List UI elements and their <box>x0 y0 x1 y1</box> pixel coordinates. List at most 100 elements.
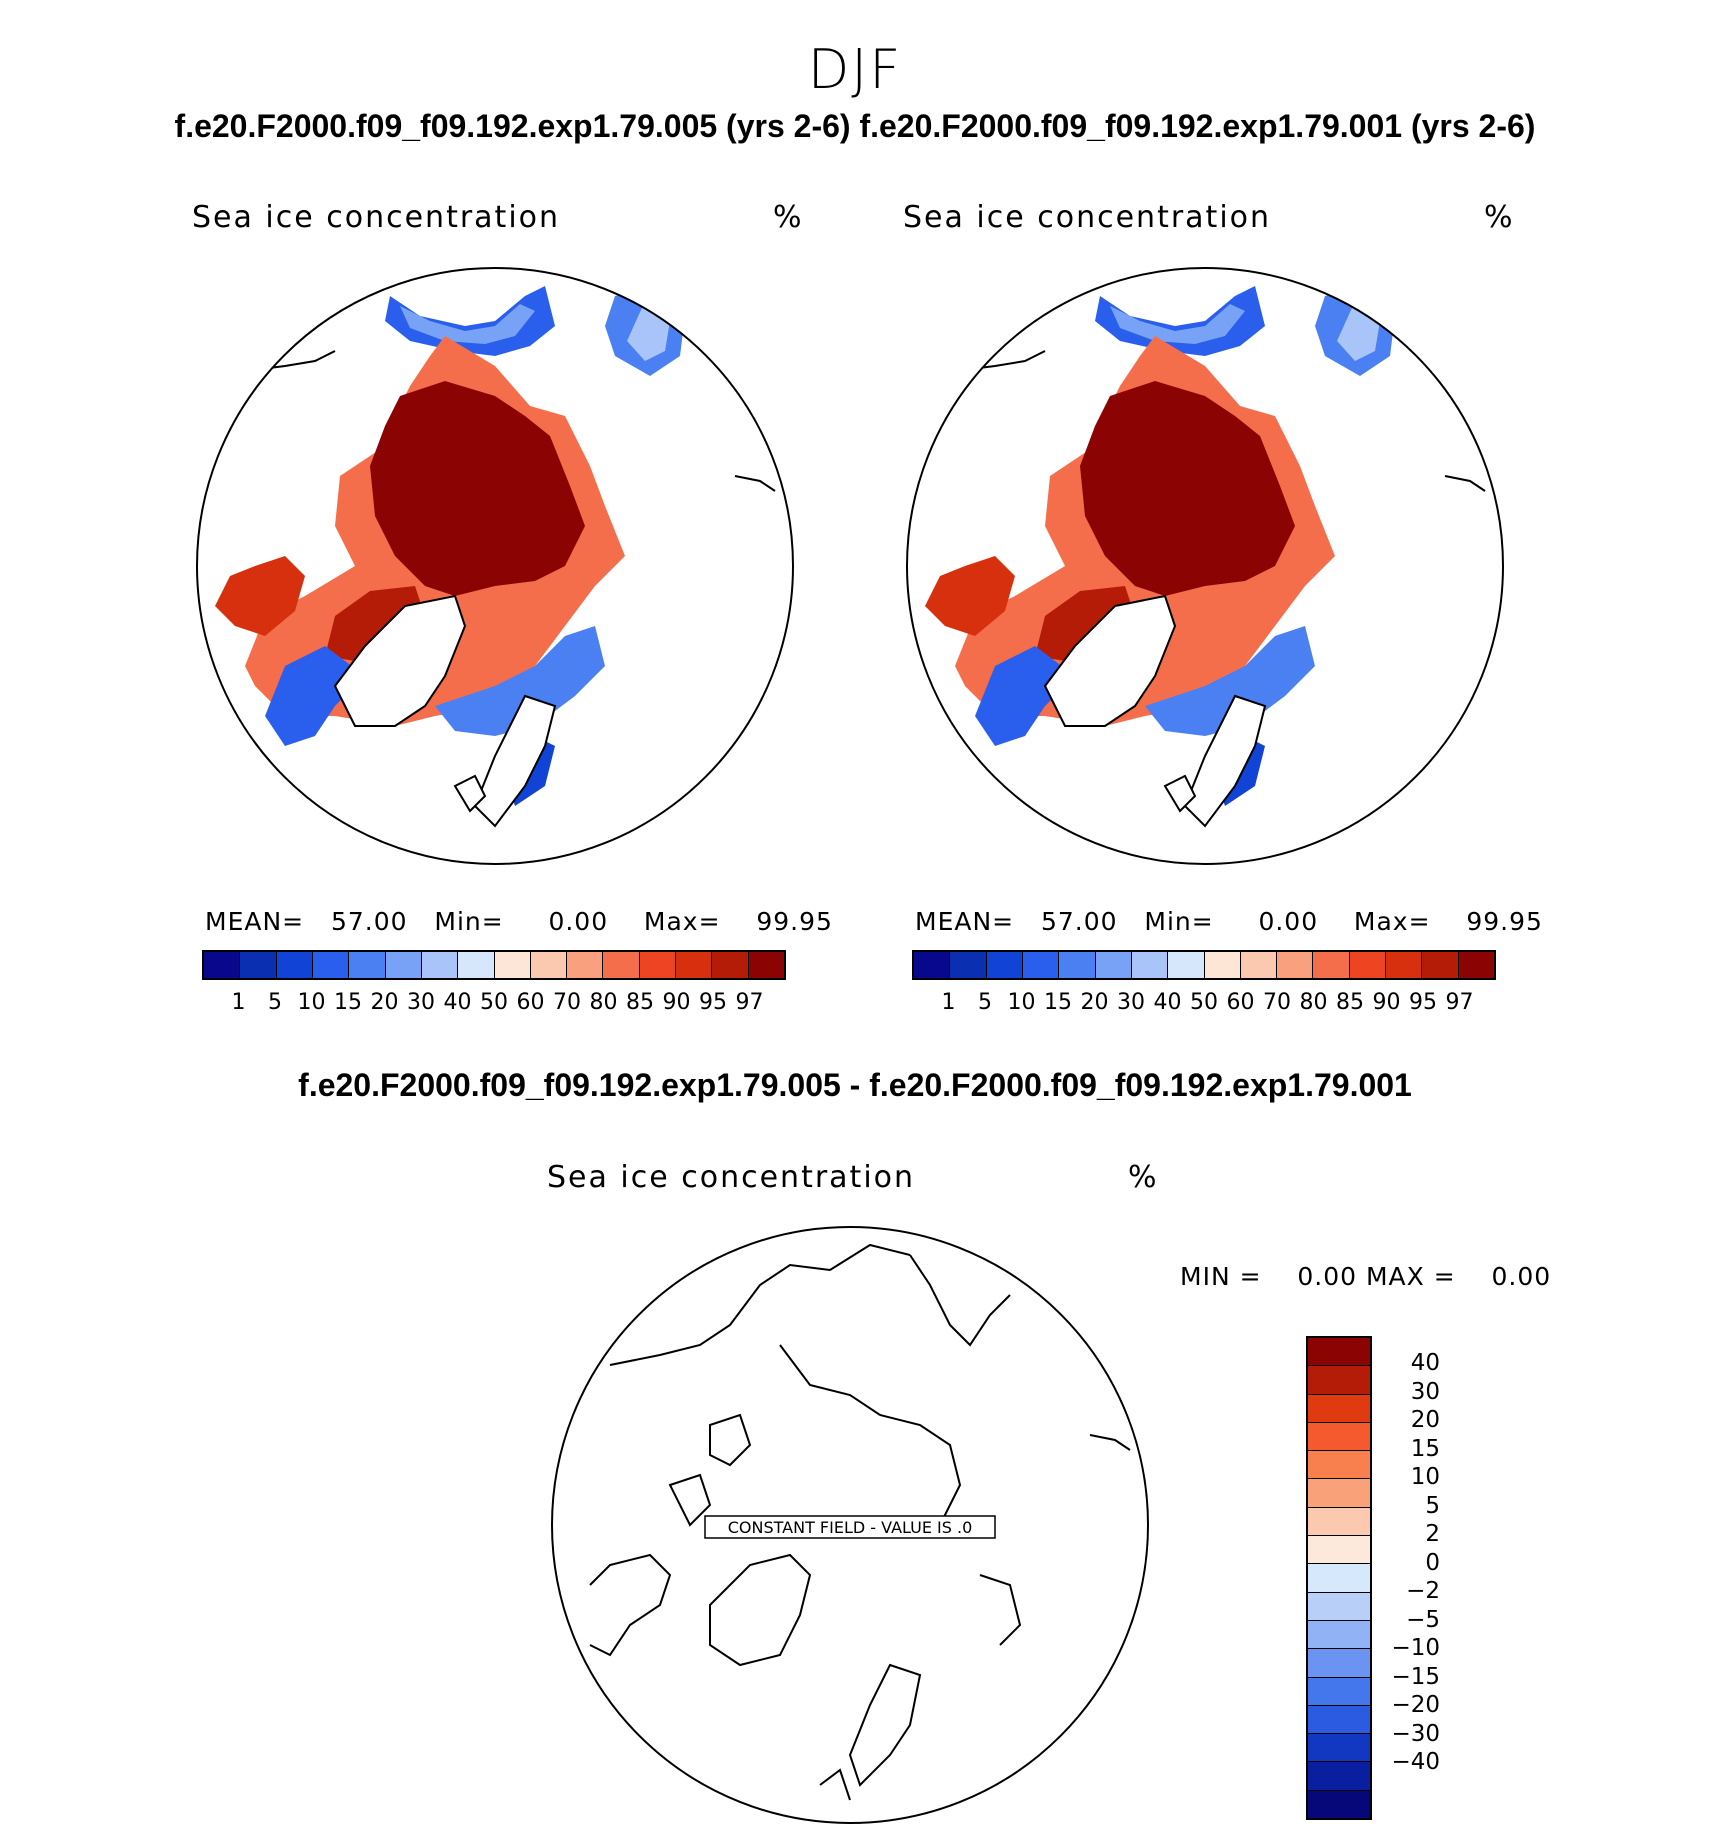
colorbar-swatch <box>676 952 713 978</box>
colorbar-swatch <box>712 952 749 978</box>
panel1-land-scandinavia <box>473 694 557 828</box>
panel2-mean-label: MEAN= <box>915 907 1015 936</box>
panel2-units: % <box>1484 200 1513 235</box>
colorbar-tick-label: 50 <box>1190 990 1218 1015</box>
colorbar-tick-label: 2 <box>1425 1521 1440 1548</box>
panel1-units: % <box>773 200 802 235</box>
colorbar-swatch <box>1308 1394 1370 1423</box>
colorbar-swatch <box>530 952 568 978</box>
panel1-colorbar <box>202 950 786 980</box>
colorbar-tick-label: 30 <box>1410 1378 1440 1405</box>
colorbar-tick-label: 85 <box>626 990 654 1015</box>
colorbar-tick-label: −15 <box>1391 1663 1440 1690</box>
colorbar-swatch <box>1308 1366 1370 1395</box>
colorbar-swatch <box>385 952 422 978</box>
colorbar-tick-label: −40 <box>1391 1749 1440 1776</box>
panel2-max-label: Max= <box>1353 907 1431 936</box>
panel1-min-label: Min= <box>434 907 504 936</box>
panel2-land-greenland <box>1043 594 1177 727</box>
panel1-stats: MEAN= 57.00 Min= 0.00 Max= 99.95 <box>205 907 833 936</box>
panel1-land-greenland <box>333 594 467 727</box>
colorbar-swatch <box>1308 1536 1370 1565</box>
panel2-min-label: Min= <box>1144 907 1214 936</box>
colorbar-tick-label: 1 <box>231 990 246 1015</box>
colorbar-swatch <box>1022 952 1060 978</box>
diff-land-scandinavia <box>848 1663 922 1787</box>
diff-units: % <box>1128 1160 1157 1195</box>
colorbar-tick-label: 90 <box>662 990 691 1015</box>
colorbar-swatch <box>204 952 241 978</box>
diff-land-canada <box>589 1553 672 1657</box>
colorbar-tick-label: 5 <box>978 990 992 1015</box>
colorbar-swatch <box>603 952 640 978</box>
colorbar-swatch <box>1277 952 1314 978</box>
colorbar-tick-label: 15 <box>1044 990 1072 1015</box>
colorbar-swatch <box>1308 1592 1370 1621</box>
colorbar-swatch <box>1308 1734 1370 1763</box>
panel1-mean-label: MEAN= <box>205 907 305 936</box>
colorbar-swatch <box>1349 952 1387 978</box>
colorbar-swatch <box>1240 952 1278 978</box>
colorbar-swatch <box>1131 952 1169 978</box>
colorbar-tick-label: 5 <box>1425 1492 1440 1519</box>
diff-stats: MIN = 0.00 MAX = 0.00 <box>1180 1262 1551 1291</box>
panel2-colorbar <box>912 950 1496 980</box>
panel2-map <box>906 267 1504 865</box>
colorbar-tick-label: 20 <box>370 990 399 1015</box>
colorbar-swatch <box>1308 1620 1370 1650</box>
colorbar-tick-label: 40 <box>443 990 472 1015</box>
colorbar-tick-label: 20 <box>1080 990 1109 1015</box>
colorbar-tick-label: 95 <box>699 990 727 1015</box>
colorbar-swatch <box>1168 952 1205 978</box>
panel2-min: 0.00 <box>1258 907 1319 936</box>
diff-min: 0.00 <box>1297 1262 1358 1291</box>
panel2-ice-bering <box>1095 286 1265 356</box>
colorbar-swatch <box>1204 952 1241 978</box>
colorbar-tick-label: 10 <box>1007 990 1036 1015</box>
colorbar-tick-label: −30 <box>1391 1720 1440 1747</box>
colorbar-swatch <box>567 952 604 978</box>
colorbar-swatch <box>950 952 987 978</box>
panel1-ice-bering <box>385 286 555 356</box>
panel2-mean: 57.00 <box>1040 907 1118 936</box>
colorbar-swatch <box>1308 1790 1370 1819</box>
panel2-stats: MEAN= 57.00 Min= 0.00 Max= 99.95 <box>915 907 1543 936</box>
diff-land-greenland <box>709 1553 812 1667</box>
colorbar-tick-label: 30 <box>407 990 435 1015</box>
diff-max: 0.00 <box>1491 1262 1552 1291</box>
colorbar-swatch <box>1458 952 1494 978</box>
colorbar-tick-label: 1 <box>941 990 956 1015</box>
colorbar-swatch <box>1308 1705 1370 1735</box>
colorbar-swatch <box>748 952 784 978</box>
colorbar-swatch <box>1095 952 1132 978</box>
panel2-max: 99.95 <box>1466 907 1543 936</box>
colorbar-tick-label: 20 <box>1410 1407 1440 1434</box>
colorbar-tick-label: 97 <box>1445 990 1474 1015</box>
panel2-land-scandinavia <box>1183 694 1267 828</box>
case-titles: f.e20.F2000.f09_f09.192.exp1.79.005 (yrs… <box>174 108 1536 144</box>
panel1-max-label: Max= <box>643 907 721 936</box>
colorbar-tick-label: 80 <box>1299 990 1328 1015</box>
colorbar-swatch <box>240 952 277 978</box>
colorbar-swatch <box>914 952 951 978</box>
colorbar-tick-label: 40 <box>1410 1350 1440 1377</box>
colorbar-swatch <box>1308 1338 1370 1367</box>
diff-max-label: MAX = <box>1365 1262 1456 1291</box>
colorbar-tick-label: 40 <box>1153 990 1182 1015</box>
colorbar-swatch <box>494 952 531 978</box>
panel1-colorbar-ticks: 1 5 10 15 20 30 40 50 60 70 80 85 90 95 97 <box>202 990 786 1020</box>
colorbar-tick-label: 10 <box>1410 1464 1440 1491</box>
colorbar-tick-label: 50 <box>480 990 508 1015</box>
colorbar-tick-label: 85 <box>1336 990 1364 1015</box>
season-title: DJF <box>807 38 903 101</box>
colorbar-swatch <box>276 952 313 978</box>
panel2-colorbar-ticks: 1 5 10 15 20 30 40 50 60 70 80 85 90 95 97 <box>912 990 1496 1020</box>
diff-map: CONSTANT FIELD - VALUE IS .0 <box>551 1226 1149 1824</box>
panel1-min: 0.00 <box>548 907 609 936</box>
colorbar-tick-label: 0 <box>1425 1549 1440 1576</box>
colorbar-swatch <box>1308 1479 1370 1508</box>
colorbar-swatch <box>986 952 1023 978</box>
panel2-ice-atlantic <box>975 646 1075 746</box>
colorbar-tick-label: 60 <box>1226 990 1255 1015</box>
colorbar-swatch <box>1422 952 1459 978</box>
